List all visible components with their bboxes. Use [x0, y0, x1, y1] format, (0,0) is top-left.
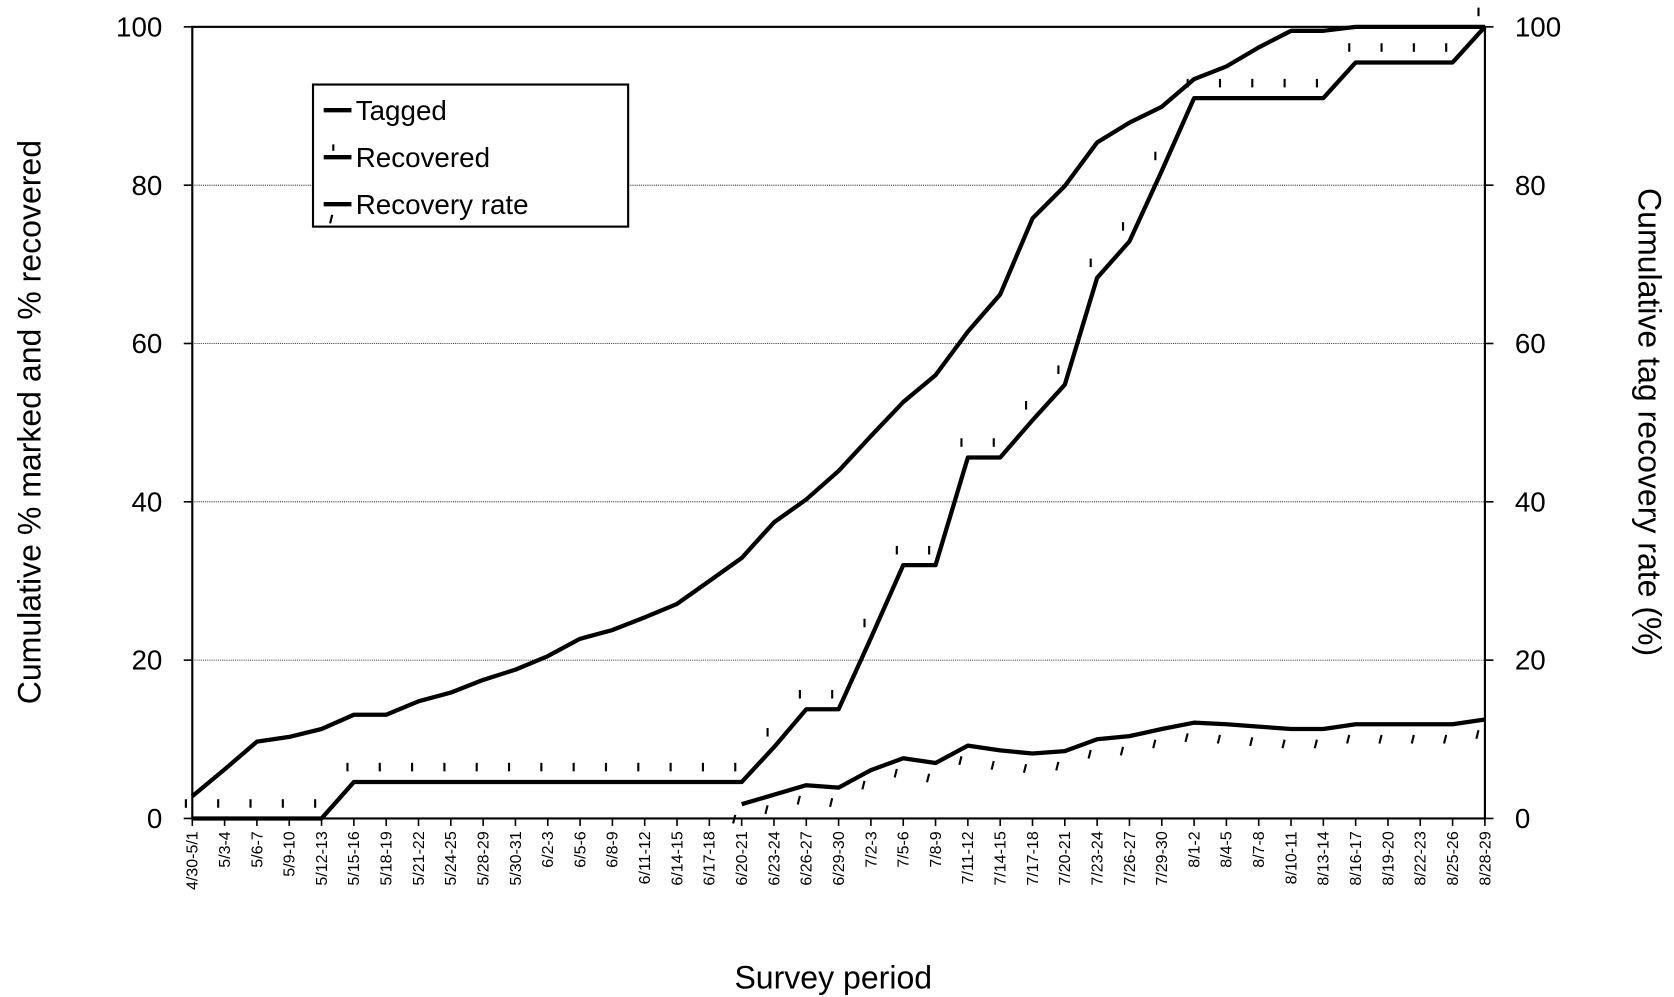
series-line [190, 24, 1485, 798]
x-tick-label: 7/23-24 [1088, 831, 1106, 885]
marker [1346, 734, 1351, 744]
x-tick-label: 7/20-21 [1056, 831, 1074, 885]
x-tick-label: 7/14-15 [992, 831, 1010, 885]
marker [1184, 733, 1189, 743]
x-tick-label: 7/5-6 [895, 831, 913, 868]
marker [1216, 734, 1222, 744]
x-tick-label: 8/1-2 [1185, 831, 1203, 868]
x-tick-label: 5/15-16 [345, 831, 363, 885]
x-tick-label: 8/4-5 [1218, 831, 1236, 868]
x-tick-label: 8/16-17 [1347, 831, 1365, 885]
y2-tick-label: 60 [1515, 328, 1546, 359]
x-tick-label: 6/5-6 [571, 831, 589, 868]
marker [764, 805, 769, 815]
y2-tick-label: 40 [1515, 486, 1546, 517]
y2-tick-label: 100 [1515, 11, 1561, 42]
x-tick-label: 5/24-25 [442, 831, 460, 885]
y-tick-label: 100 [116, 11, 162, 42]
marker [1443, 734, 1448, 744]
legend-marker [329, 214, 334, 224]
x-tick-label: 5/9-10 [281, 831, 299, 877]
x-tick-label: 5/30-31 [507, 831, 525, 885]
y-tick-label: 20 [131, 645, 162, 676]
series-line [192, 25, 1487, 821]
x-axis-title: Survey period [734, 959, 932, 995]
marker [1087, 749, 1092, 759]
marker [1119, 746, 1125, 756]
x-tick-label: 6/23-24 [765, 831, 783, 885]
x-tick-label: 8/22-23 [1412, 831, 1430, 885]
marker [1378, 734, 1383, 744]
x-tick-label: 8/25-26 [1444, 831, 1462, 885]
x-tick-label: 6/14-15 [668, 831, 686, 885]
marker [796, 795, 801, 805]
x-tick-label: 7/17-18 [1024, 831, 1042, 885]
x-tick-label: 7/29-30 [1153, 831, 1171, 885]
marker [990, 760, 995, 770]
marker [958, 756, 963, 766]
marker [1281, 739, 1286, 749]
y2-tick-label: 0 [1515, 803, 1530, 834]
x-tick-label: 8/28-29 [1476, 831, 1494, 885]
x-tick-label: 8/10-11 [1282, 831, 1300, 884]
marker [1055, 761, 1060, 771]
x-tick-label: 6/17-18 [701, 831, 719, 885]
x-tick-label: 8/19-20 [1379, 831, 1397, 885]
marker [925, 773, 931, 783]
y-tick-label: 60 [131, 328, 162, 359]
marker [1249, 737, 1254, 747]
x-tick-label: 7/8-9 [927, 831, 945, 868]
x-tick-label: 7/11-12 [959, 831, 977, 884]
series-line [741, 717, 1486, 807]
x-tick-label: 7/2-3 [862, 831, 880, 868]
x-tick-label: 7/26-27 [1121, 831, 1139, 885]
x-tick-label: 5/12-13 [313, 831, 331, 885]
marker [1022, 763, 1028, 774]
marker [1313, 739, 1318, 749]
legend-box [311, 83, 630, 228]
marker [1410, 734, 1415, 744]
y2-tick-label: 20 [1515, 645, 1546, 676]
x-tick-label: 5/28-29 [474, 831, 492, 885]
marker [893, 768, 898, 778]
marker [1152, 739, 1157, 749]
x-tick-label: 6/2-3 [539, 831, 557, 868]
x-tick-label: 4/30-5/1 [184, 831, 202, 890]
marker [861, 780, 866, 790]
legend-label: Recovery rate [356, 189, 529, 220]
x-tick-label: 6/20-21 [733, 831, 751, 885]
y2-axis-title: Cumulative tag recovery rate (%) [1632, 188, 1668, 656]
x-tick-label: 5/6-7 [248, 831, 266, 868]
x-tick-label: 5/18-19 [378, 831, 396, 885]
x-tick-label: 6/29-30 [830, 831, 848, 885]
x-tick-label: 8/7-8 [1250, 831, 1268, 868]
marker [829, 798, 834, 808]
legend-label: Tagged [356, 95, 447, 126]
y-tick-label: 80 [131, 170, 162, 201]
y-tick-label: 0 [147, 803, 162, 834]
x-tick-label: 6/8-9 [604, 831, 622, 868]
x-tick-label: 5/3-4 [216, 831, 234, 868]
y-tick-label: 40 [131, 486, 162, 517]
marker [732, 814, 737, 824]
x-tick-label: 6/26-27 [798, 831, 816, 885]
y2-tick-label: 80 [1515, 170, 1546, 201]
marker [1475, 729, 1480, 739]
legend-label: Recovered [356, 142, 490, 173]
x-tick-label: 6/11-12 [636, 831, 654, 884]
y-axis-title: Cumulative % marked and % recovered [12, 140, 48, 704]
x-tick-label: 5/21-22 [410, 831, 428, 885]
x-tick-label: 8/13-14 [1315, 831, 1333, 885]
